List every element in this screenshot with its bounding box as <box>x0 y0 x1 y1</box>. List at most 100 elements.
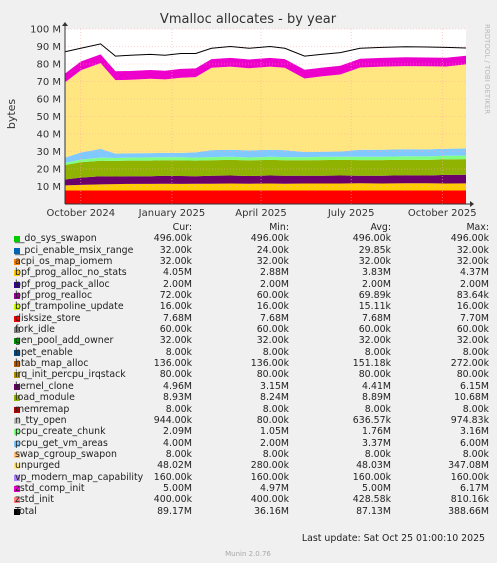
y-tick-label: 10 M <box>36 182 61 193</box>
y-tick-label: 90 M <box>36 42 61 53</box>
legend-swatch <box>14 247 20 254</box>
legend-max: 6.15M <box>460 380 489 392</box>
legend-name: hpet_enable <box>15 346 73 358</box>
legend-cur: 8.00k <box>165 346 192 358</box>
legend-row: swap_cgroup_swapon 8.00k 8.00k 8.00k 8.00k <box>0 449 497 460</box>
legend-max: 4.37M <box>460 267 489 279</box>
legend-avg: 60.00k <box>358 324 391 336</box>
legend-cur: 400.00k <box>153 494 192 506</box>
legend-swatch <box>14 270 20 277</box>
legend-min: 2.00M <box>260 278 289 290</box>
legend-cur: 7.68M <box>163 312 192 324</box>
legend-row: pcpu_get_vm_areas 4.00M 2.00M 3.37M 6.00M <box>0 438 497 449</box>
legend-max: 7.70M <box>460 312 489 324</box>
legend-avg: 5.00M <box>362 482 391 494</box>
legend-max: 388.66M <box>448 505 489 517</box>
area-pcpu-get-vm-areas <box>65 148 466 163</box>
legend-name: __pci_enable_msix_range <box>15 244 134 256</box>
legend-min: 32.00k <box>256 256 289 268</box>
y-axis-label: bytes <box>5 99 18 130</box>
footer-label: Munin 2.0.76 <box>225 550 271 558</box>
legend-swatch <box>14 440 20 447</box>
y-tick-label: 20 M <box>36 165 61 176</box>
legend-name: acpi_os_map_iomem <box>15 256 113 268</box>
legend-swatch <box>14 508 20 515</box>
legend-row: bpf_trampoline_update 16.00k 16.00k 15.11k 1… <box>0 301 497 312</box>
area-kernel-clone <box>65 174 466 186</box>
legend-min: 496.00k <box>250 233 289 245</box>
legend-name: unpurged <box>15 460 61 472</box>
legend-max: 60.00k <box>456 324 489 336</box>
legend-swatch <box>14 304 20 311</box>
legend-swatch <box>14 383 20 390</box>
legend-max: 2.00M <box>460 278 489 290</box>
legend-cur: 2.09M <box>163 426 192 438</box>
legend-cur: 48.02M <box>157 460 192 472</box>
legend-swatch <box>14 406 20 413</box>
legend-cur: 8.00k <box>165 403 192 415</box>
legend-swatch <box>14 417 20 424</box>
legend-max: 160.00k <box>450 471 489 483</box>
legend-name: gen_pool_add_owner <box>15 335 114 347</box>
legend-swatch <box>14 474 20 481</box>
legend-cur: 32.00k <box>159 256 192 268</box>
legend-swatch <box>14 485 20 492</box>
legend-min: 3.15M <box>260 380 289 392</box>
legend-row: zstd_init 400.00k 400.00k 428.58k 810.16k <box>0 494 497 505</box>
legend-avg: 636.57k <box>352 414 391 426</box>
legend-max: 8.00k <box>462 448 489 460</box>
legend-max: 32.00k <box>456 244 489 256</box>
legend-cur: 60.00k <box>159 324 192 336</box>
legend-min: 80.00k <box>256 369 289 381</box>
y-tick-label: 100 M <box>30 25 61 36</box>
y-tick-label: 70 M <box>36 77 61 88</box>
legend-min: 2.00M <box>260 437 289 449</box>
legend-name: irq_init_percpu_irqstack <box>15 369 126 381</box>
legend-name: Total <box>15 505 37 517</box>
legend-swatch <box>14 497 20 504</box>
legend-row: unpurged 48.02M 280.00k 48.03M 347.08M <box>0 460 497 471</box>
legend-min: 2.88M <box>260 267 289 279</box>
legend-swatch <box>14 395 20 402</box>
legend-cur: 496.00k <box>153 233 192 245</box>
legend-swatch <box>14 315 20 322</box>
legend-avg: 7.68M <box>362 312 391 324</box>
area-disksize-store <box>65 190 466 204</box>
legend-name: load_module <box>15 392 75 404</box>
axes <box>62 22 474 207</box>
legend-min: 8.24M <box>260 392 289 404</box>
legend-avg: 15.11k <box>358 301 391 313</box>
legend-row: Total 89.17M 36.16M 87.13M 388.66M <box>0 506 497 517</box>
legend-min: 16.00k <box>256 301 289 313</box>
legend-swatch <box>14 429 20 436</box>
legend-min: 32.00k <box>256 335 289 347</box>
legend-avg: 48.03M <box>356 460 391 472</box>
header-avg: Avg: <box>370 222 391 233</box>
legend-max: 10.68M <box>454 392 489 404</box>
legend-name: __do_sys_swapon <box>15 233 97 245</box>
legend-max: 6.17M <box>460 482 489 494</box>
legend-min: 160.00k <box>250 471 289 483</box>
y-tick-label: 40 M <box>36 130 61 141</box>
legend-avg: 69.89k <box>358 290 391 302</box>
legend-cur: 8.00k <box>165 448 192 460</box>
legend-name: bpf_prog_realloc <box>15 290 93 302</box>
legend-cur: 944.00k <box>153 414 192 426</box>
legend-swatch <box>14 236 20 243</box>
legend-name: swap_cgroup_swapon <box>15 448 117 460</box>
area-pcpu-create-chunk <box>65 155 466 165</box>
legend-cur: 4.05M <box>163 267 192 279</box>
x-tick-label: October 2025 <box>408 208 477 219</box>
y-tick-label: 60 M <box>36 95 61 106</box>
legend-swatch <box>14 463 20 470</box>
legend-swatch <box>14 349 20 356</box>
legend-row: disksize_store 7.68M 7.68M 7.68M 7.70M <box>0 313 497 324</box>
legend-max: 32.00k <box>456 256 489 268</box>
legend-swatch <box>14 451 20 458</box>
legend-min: 280.00k <box>250 460 289 472</box>
legend-swatch <box>14 361 20 368</box>
legend-name: bpf_trampoline_update <box>15 301 124 313</box>
legend-name: pcpu_create_chunk <box>15 426 106 438</box>
legend-row: n_tty_open 944.00k 80.00k 636.57k 974.83k <box>0 415 497 426</box>
